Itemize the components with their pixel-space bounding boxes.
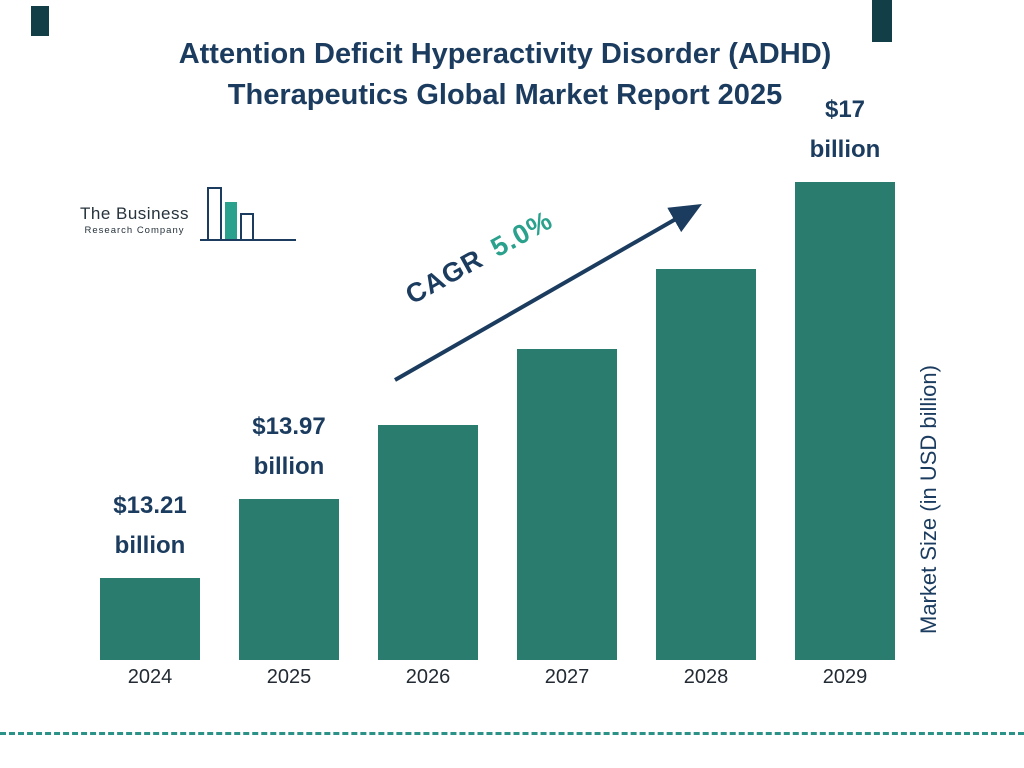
cagr-trend-arrow (394, 204, 702, 382)
chart-title-line1: Attention Deficit Hyperactivity Disorder… (178, 38, 832, 70)
bar-2027 (517, 349, 617, 660)
bar-value-label-2029: $17 billion (760, 90, 930, 170)
bar-value-unit: billion (809, 136, 881, 163)
corner-accent-right (872, 0, 892, 42)
logo-bar-chart-icon (200, 187, 296, 241)
bottom-dashed-divider (0, 732, 1024, 735)
bar-2028 (656, 269, 756, 660)
corner-accent-left (31, 6, 49, 36)
bar-2024 (100, 578, 200, 660)
bar-value-label-2025: $13.97 billion (204, 407, 374, 487)
bar-value-unit: billion (114, 532, 186, 559)
bar-value-label-2024: $13.21 billion (65, 486, 235, 566)
bar-value-unit: billion (253, 453, 325, 480)
x-tick-2028: 2028 (683, 666, 729, 688)
company-logo-subname: Research Company (84, 225, 185, 236)
x-tick-2025: 2025 (266, 666, 312, 688)
bar-value-amount: $13.21 (113, 492, 187, 519)
y-axis-label: Market Size (in USD billion) (916, 365, 941, 635)
bar-2026 (378, 425, 478, 660)
bar-2025 (239, 499, 339, 660)
bar-value-amount: $17 (824, 96, 866, 123)
company-logo-text: The Business Research Company (72, 204, 197, 236)
bar-value-amount: $13.97 (252, 413, 326, 440)
x-tick-2024: 2024 (127, 666, 173, 688)
chart-title: Attention Deficit Hyperactivity Disorder… (0, 34, 1010, 116)
bar-2029 (795, 182, 895, 660)
x-tick-2029: 2029 (822, 666, 868, 688)
x-tick-2027: 2027 (544, 666, 590, 688)
chart-title-line2: Therapeutics Global Market Report 2025 (227, 79, 783, 111)
company-logo: The Business Research Company (72, 187, 296, 251)
company-logo-name: The Business (80, 204, 189, 223)
x-tick-2026: 2026 (405, 666, 451, 688)
